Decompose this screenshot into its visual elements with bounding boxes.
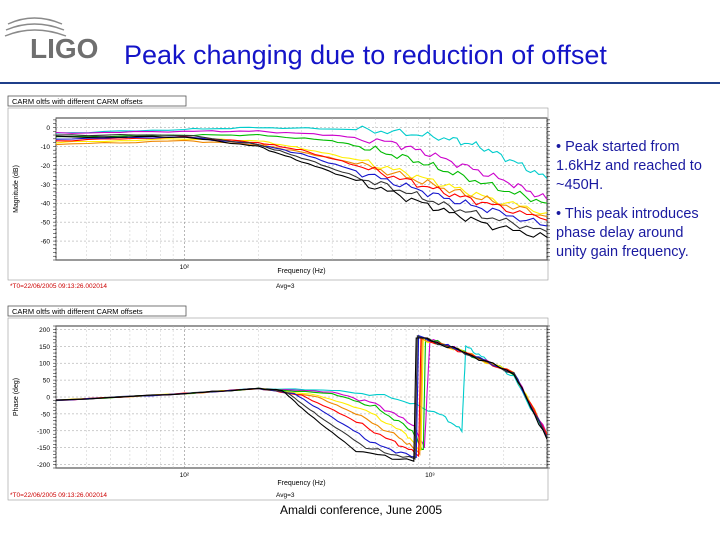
y-axis-label: Magnitude (dB) <box>13 165 20 213</box>
y-tick-label: -50 <box>41 220 51 227</box>
chart-title: CARM oltfs with different CARM offsets <box>12 307 143 316</box>
chart-panel-frame <box>7 107 549 281</box>
y-tick-label: -30 <box>41 182 51 189</box>
y-tick-label: 0 <box>46 125 50 132</box>
chart-title-box <box>7 95 187 107</box>
x-tick-label: 10² <box>180 264 190 271</box>
y-tick-label: -150 <box>37 445 50 452</box>
x-axis-label: Frequency (Hz) <box>277 268 325 275</box>
series-line <box>56 139 547 218</box>
timestamp-label: *T0=22/06/2005 09:13:26.002014 <box>10 492 107 499</box>
y-tick-label: 200 <box>39 327 50 334</box>
y-tick-label: -60 <box>41 239 51 246</box>
avg-label: Avg=3 <box>276 492 295 499</box>
bullet-item: • Peak started from 1.6kHz and reached t… <box>556 139 702 193</box>
ligo-logo-text: LIGO <box>30 33 98 64</box>
series-line <box>56 133 547 233</box>
series-line <box>56 130 547 200</box>
y-tick-label: 0 <box>46 395 50 402</box>
series-line <box>56 135 547 238</box>
y-tick-label: -100 <box>37 428 50 435</box>
series-line <box>56 337 547 462</box>
ligo-logo-arc-icon <box>4 17 67 37</box>
bullet-list: • Peak started from 1.6kHz and reached t… <box>556 138 716 272</box>
series-line <box>56 135 547 221</box>
series-line <box>56 133 547 204</box>
x-axis-label: Frequency (Hz) <box>277 480 325 487</box>
x-tick-label: 10² <box>180 472 190 479</box>
y-tick-label: -50 <box>41 411 51 418</box>
avg-label: Avg=3 <box>276 283 295 290</box>
y-tick-label: -200 <box>37 462 50 469</box>
chart-title: CARM oltfs with different CARM offsets <box>12 97 143 106</box>
chart-panel-frame <box>7 317 549 501</box>
y-tick-label: -20 <box>41 163 51 170</box>
y-tick-label: 150 <box>39 344 50 351</box>
x-tick-label: 10³ <box>425 472 435 479</box>
footer-text: Amaldi conference, June 2005 <box>280 503 443 517</box>
y-axis-label: Phase (deg) <box>13 378 20 416</box>
ligo-logo: LIGO <box>4 17 98 64</box>
bullet-item: • This peak introduces phase delay aroun… <box>556 206 699 260</box>
y-tick-label: 50 <box>43 378 51 385</box>
chart-title-box <box>7 305 187 317</box>
series-line <box>56 125 547 179</box>
y-tick-label: 100 <box>39 361 50 368</box>
y-tick-label: -10 <box>41 144 51 151</box>
timestamp-label: *T0=22/06/2005 09:13:26.002014 <box>10 283 107 290</box>
slide-title: Peak changing due to reduction of offset <box>124 40 607 70</box>
y-tick-label: -40 <box>41 201 51 208</box>
plot-area <box>55 117 548 261</box>
title-divider <box>0 82 720 84</box>
